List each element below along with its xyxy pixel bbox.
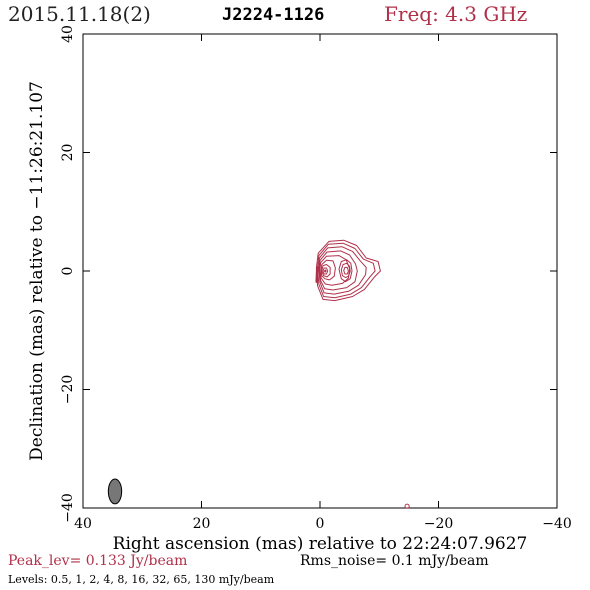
y-tick-label: 40 xyxy=(60,25,76,43)
rms-noise: Rms_noise= 0.1 mJy/beam xyxy=(300,553,489,569)
y-tick-label: −40 xyxy=(60,493,76,523)
beam-layer xyxy=(107,478,123,505)
x-tick-label: −20 xyxy=(424,516,454,532)
contour-level-4 xyxy=(318,250,358,291)
core-contour-edge xyxy=(315,266,319,283)
x-axis-label: Right ascension (mas) relative to 22:24:… xyxy=(113,534,528,554)
axis-tick-labels: 40 20 0 −20 −40 −40 −20 0 20 40 xyxy=(60,25,572,532)
jet-contour-2 xyxy=(340,262,351,278)
x-tick-label: 40 xyxy=(74,516,92,532)
contour-level-3 xyxy=(318,246,367,295)
frequency-label: Freq: 4.3 GHz xyxy=(384,2,528,26)
beam-ellipse xyxy=(107,478,123,505)
x-tick-label: 0 xyxy=(316,516,325,532)
contour-level-2 xyxy=(317,242,376,299)
contour-lines xyxy=(315,239,410,509)
contour-level-7 xyxy=(321,264,331,278)
x-tick-label: 20 xyxy=(193,516,211,532)
y-tick-label: −20 xyxy=(60,375,76,405)
noise-contour xyxy=(404,503,410,509)
y-axis-label: Declination (mas) relative to −11:26:21.… xyxy=(27,81,47,461)
x-tick-label: −40 xyxy=(542,516,572,532)
y-tick-label: 20 xyxy=(60,144,76,162)
observation-date: 2015.11.18(2) xyxy=(8,2,151,26)
y-tick-label: 0 xyxy=(60,267,76,276)
contour-level-9 xyxy=(323,269,327,273)
contour-level-6 xyxy=(320,259,336,281)
contour-level-1 xyxy=(315,239,381,302)
jet-contour-3 xyxy=(343,266,349,275)
contour-levels: Levels: 0.5, 1, 2, 4, 8, 16, 32, 65, 130… xyxy=(8,573,275,586)
contour-level-8 xyxy=(322,267,329,275)
peak-level: Peak_lev= 0.133 Jy/beam xyxy=(8,553,188,569)
jet-contour-1 xyxy=(338,259,353,283)
source-name: J2224-1126 xyxy=(222,5,325,25)
axis-ticks xyxy=(82,33,558,509)
